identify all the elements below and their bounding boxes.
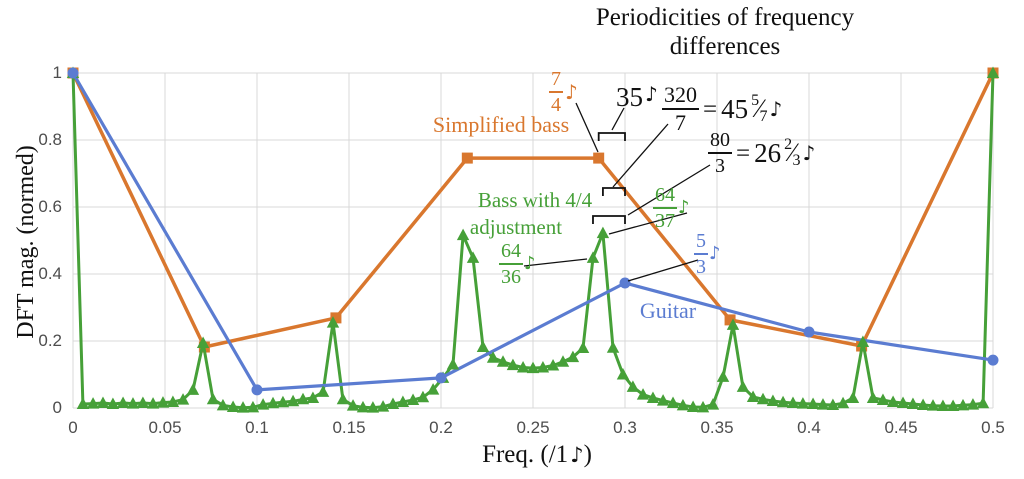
fraction-64-37: 64 37 <box>653 185 677 231</box>
mixed-number-whole: 26 <box>754 137 782 168</box>
callout-64-37: 64 37 ♪ <box>653 185 690 231</box>
leader-line <box>627 164 711 216</box>
callout-320-7: 320 7 = 45 5 ⁄ 7 ♪ <box>662 84 782 134</box>
y-tick-label: 0.2 <box>38 331 62 350</box>
x-tick-label: 0.45 <box>884 418 918 437</box>
x-tick-label: 0.25 <box>516 418 550 437</box>
y-axis-label: DFT mag. (normed) <box>13 145 40 339</box>
fraction-64-36: 64 36 <box>499 241 523 287</box>
y-tick-label: 0.4 <box>38 264 62 283</box>
x-axis-label-text: Freq. (/1 <box>482 441 569 468</box>
slant-numerator: 5 <box>751 92 760 109</box>
x-tick-label: 0 <box>68 418 78 437</box>
series-label-bass-adjustment-line2: adjustment <box>469 215 563 239</box>
slant-denominator: 7 <box>759 108 768 125</box>
fraction-slash: ⁄ <box>790 138 795 167</box>
difference-bracket <box>602 187 626 196</box>
callout-35-value: 35 <box>616 82 643 112</box>
callout-35: 35 ♪ <box>616 84 658 111</box>
leader-line <box>575 102 599 153</box>
eighth-note-icon: ♪ <box>802 141 816 165</box>
fraction-numerator: 64 <box>653 185 677 209</box>
eighth-note-icon: ♪ <box>565 80 578 104</box>
equals-sign: = <box>736 139 751 167</box>
fraction-numerator: 80 <box>708 130 732 154</box>
x-tick-label: 0.35 <box>700 418 734 437</box>
y-tick-label: 0.8 <box>38 130 62 149</box>
callout-5-3: 5 3 ♪ <box>694 231 721 277</box>
fraction-5-3: 5 3 <box>694 231 708 277</box>
series-line-simplified-bass <box>71 72 995 349</box>
series-label-simplified-bass: Simplified bass <box>432 112 570 137</box>
fraction-numerator: 5 <box>694 231 708 255</box>
fraction-denominator: 7 <box>675 110 686 135</box>
eighth-note-icon: ♪ <box>524 253 536 274</box>
fraction-denominator: 36 <box>501 266 521 288</box>
fraction-denominator: 4 <box>551 94 561 116</box>
leader-line <box>608 212 688 235</box>
fraction-numerator: 7 <box>549 69 563 93</box>
x-axis-label-close: ) <box>583 441 592 468</box>
y-tick-label: 0 <box>52 398 62 417</box>
callout-80-3: 80 3 = 26 2 ⁄ 3 ♪ <box>708 130 815 176</box>
slant-numerator: 2 <box>784 136 793 153</box>
x-tick-label: 0.3 <box>613 418 637 437</box>
x-tick-label: 0.15 <box>332 418 366 437</box>
y-tick-label: 1 <box>52 63 62 82</box>
difference-bracket <box>592 215 626 224</box>
chart-title-line1: Periodicities of frequency <box>595 4 855 31</box>
fraction-slash: ⁄ <box>757 94 762 123</box>
fraction-denominator: 37 <box>655 210 675 232</box>
fraction-numerator: 64 <box>499 241 523 265</box>
x-tick-label: 0.2 <box>429 418 453 437</box>
leader-line <box>523 258 588 267</box>
series-markers-guitar <box>67 67 999 396</box>
leader-line <box>612 123 669 188</box>
fraction-numerator: 320 <box>662 84 699 110</box>
x-axis-label: Freq. (/1♪) <box>482 441 592 470</box>
equals-sign: = <box>703 95 718 123</box>
slant-denominator: 3 <box>792 152 801 169</box>
difference-bracket <box>597 132 626 141</box>
slant-fraction-5-7: 5 ⁄ 7 <box>751 92 768 125</box>
series-line-guitar <box>71 72 994 392</box>
x-tick-label: 0.05 <box>148 418 182 437</box>
y-tick-label: 0.6 <box>38 197 62 216</box>
fraction-denominator: 3 <box>715 155 725 177</box>
eighth-note-icon: ♪ <box>570 443 584 467</box>
fraction-80-3: 80 3 <box>708 130 732 176</box>
fraction-denominator: 3 <box>696 256 706 278</box>
x-tick-label: 0.5 <box>981 418 1005 437</box>
mixed-number-whole: 45 <box>721 93 749 124</box>
callout-7-4: 7 4 ♪ <box>549 69 578 115</box>
callout-64-36: 64 36 ♪ <box>499 241 536 287</box>
leader-line <box>611 107 625 131</box>
series-label-guitar: Guitar <box>639 298 697 323</box>
eighth-note-icon: ♪ <box>709 243 721 264</box>
annotation-overlays <box>523 102 711 282</box>
eighth-note-icon: ♪ <box>769 97 783 121</box>
slant-fraction-2-3: 2 ⁄ 3 <box>784 136 801 169</box>
x-tick-label: 0.4 <box>797 418 821 437</box>
x-tick-label: 0.1 <box>245 418 269 437</box>
leader-line <box>627 259 699 282</box>
fraction-7-4: 7 4 <box>549 69 563 115</box>
eighth-note-icon: ♪ <box>645 82 658 106</box>
chart-title-line2: differences <box>669 33 781 60</box>
fraction-320-7: 320 7 <box>662 84 699 134</box>
series-label-bass-adjustment-line1: Bass with 4/4 <box>477 188 593 212</box>
eighth-note-icon: ♪ <box>678 197 690 218</box>
